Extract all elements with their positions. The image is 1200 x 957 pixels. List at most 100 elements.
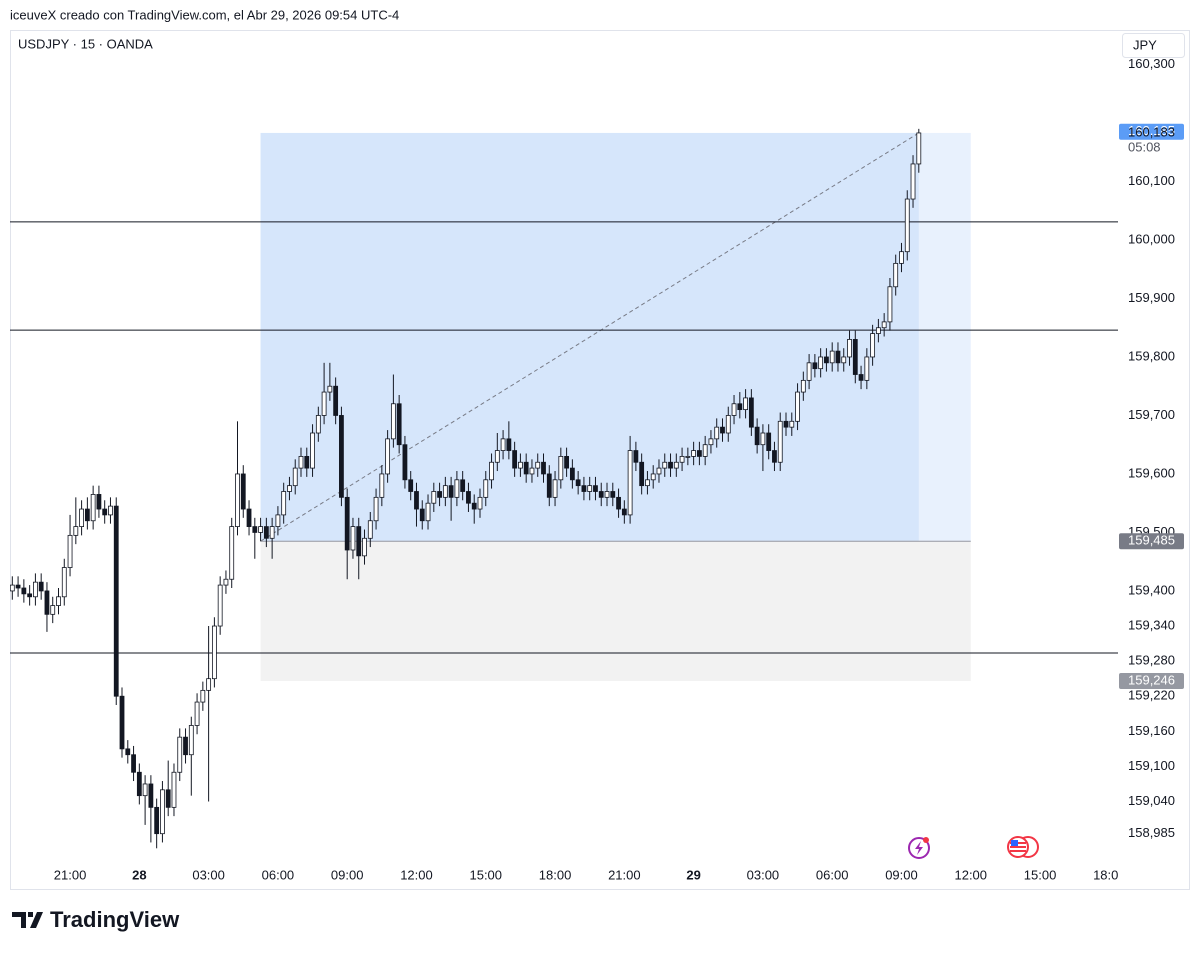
candle-body bbox=[702, 444, 708, 457]
candle-body bbox=[737, 403, 743, 411]
axes: 160,300 160,100 160,000 159,900 159,800 159,7… bbox=[54, 56, 1184, 882]
x-tick-label: 03:00 bbox=[747, 867, 780, 882]
candle-body bbox=[512, 450, 518, 469]
candle-body bbox=[304, 456, 310, 469]
candle-body bbox=[881, 321, 887, 329]
candle-body bbox=[339, 415, 344, 498]
candle-body bbox=[529, 467, 535, 475]
x-tick-label: 21:00 bbox=[608, 867, 641, 882]
x-tick-label: 06:00 bbox=[262, 867, 295, 882]
candle-body bbox=[633, 450, 639, 463]
y-tick-label: 159,900 bbox=[1128, 290, 1175, 305]
price-label: 159,485 bbox=[1128, 533, 1175, 548]
candle-body bbox=[460, 479, 466, 492]
candle-body bbox=[321, 391, 327, 416]
candle-body bbox=[581, 485, 587, 492]
candle-body bbox=[494, 450, 500, 463]
candle-body bbox=[333, 385, 339, 416]
candle-body bbox=[200, 689, 206, 703]
candle-body bbox=[362, 537, 367, 557]
candle-body bbox=[569, 467, 575, 481]
candle-body bbox=[385, 438, 391, 475]
x-tick-label: 09:00 bbox=[885, 867, 918, 882]
x-tick-label: 18:00 bbox=[1093, 867, 1126, 882]
candle-body bbox=[523, 461, 529, 475]
logo-icon bbox=[12, 912, 43, 928]
currency[interactable]: JPY bbox=[1133, 37, 1157, 52]
candle-body bbox=[148, 783, 154, 808]
y-tick-label: 160,300 bbox=[1128, 56, 1175, 71]
plot-area bbox=[10, 128, 1118, 849]
candle-body bbox=[269, 526, 275, 539]
x-tick-label: 09:00 bbox=[331, 867, 364, 882]
brand[interactable]: TradingView bbox=[50, 907, 180, 932]
currency-box[interactable] bbox=[1122, 33, 1185, 58]
y-tick-label: 159,040 bbox=[1128, 793, 1175, 808]
trade-path bbox=[260, 132, 920, 542]
candle-body bbox=[217, 584, 223, 627]
candle-body bbox=[235, 473, 240, 527]
candle-body bbox=[800, 379, 806, 393]
logo[interactable]: TradingView bbox=[12, 907, 180, 932]
candle-body bbox=[73, 526, 79, 536]
candle-body bbox=[621, 508, 627, 516]
candle-body bbox=[471, 502, 477, 510]
candle-body bbox=[431, 491, 437, 504]
candle-body bbox=[50, 605, 56, 615]
candle-body bbox=[102, 508, 108, 516]
candle-body bbox=[639, 461, 645, 487]
x-tick-label: 12:00 bbox=[400, 867, 433, 882]
candle-body bbox=[10, 584, 15, 592]
symbol-title[interactable]: USDJPY · 15 · OANDA bbox=[18, 36, 153, 51]
candle-body bbox=[916, 132, 922, 165]
candle-body bbox=[142, 783, 148, 797]
candle-body bbox=[367, 520, 373, 539]
event-icons[interactable] bbox=[908, 836, 1039, 859]
candle-body bbox=[506, 438, 512, 451]
candle-body bbox=[454, 479, 460, 498]
candle-body bbox=[673, 461, 679, 469]
x-tick-label: 15:00 bbox=[1024, 867, 1057, 882]
candle-body bbox=[783, 420, 789, 428]
candle-body bbox=[743, 397, 748, 411]
y-tick-label: 159,700 bbox=[1128, 407, 1175, 422]
candle-body bbox=[437, 491, 442, 498]
candle-body bbox=[310, 432, 315, 469]
candle-body bbox=[575, 479, 581, 487]
candle-body bbox=[748, 397, 754, 428]
candle-body bbox=[760, 432, 766, 446]
candle-body bbox=[281, 491, 287, 516]
candle-body bbox=[96, 494, 102, 510]
candle-body bbox=[604, 491, 610, 498]
price-badge bbox=[1119, 673, 1184, 690]
candle-body bbox=[90, 494, 96, 522]
x-tick-label: 18:00 bbox=[539, 867, 572, 882]
candle-body bbox=[194, 701, 200, 726]
candle-body bbox=[448, 485, 454, 498]
candle-body bbox=[223, 578, 229, 586]
countdown: 05:08 bbox=[1128, 139, 1161, 154]
candle-body bbox=[160, 789, 165, 835]
candle-body bbox=[852, 339, 858, 375]
x-tick-label: 06:00 bbox=[816, 867, 849, 882]
candle-body bbox=[177, 736, 183, 773]
y-tick-label: 159,280 bbox=[1128, 653, 1175, 668]
candle-body bbox=[263, 526, 269, 539]
candle-body bbox=[725, 415, 731, 434]
candle-body bbox=[113, 505, 119, 697]
candle-body bbox=[344, 496, 350, 551]
y-tick-label: 160,100 bbox=[1128, 173, 1175, 188]
candle-body bbox=[21, 587, 27, 595]
y-tick-label: 159,340 bbox=[1128, 617, 1175, 632]
x-tick-label: 28 bbox=[132, 867, 146, 882]
candle-body bbox=[56, 596, 61, 606]
candle-body bbox=[824, 356, 829, 364]
candle-body bbox=[731, 403, 737, 416]
candle-body bbox=[893, 262, 899, 288]
candle-body bbox=[119, 695, 125, 750]
candle-body bbox=[211, 625, 217, 680]
candle-body bbox=[379, 473, 385, 498]
candle-body bbox=[483, 479, 489, 498]
candle-body bbox=[858, 374, 864, 381]
